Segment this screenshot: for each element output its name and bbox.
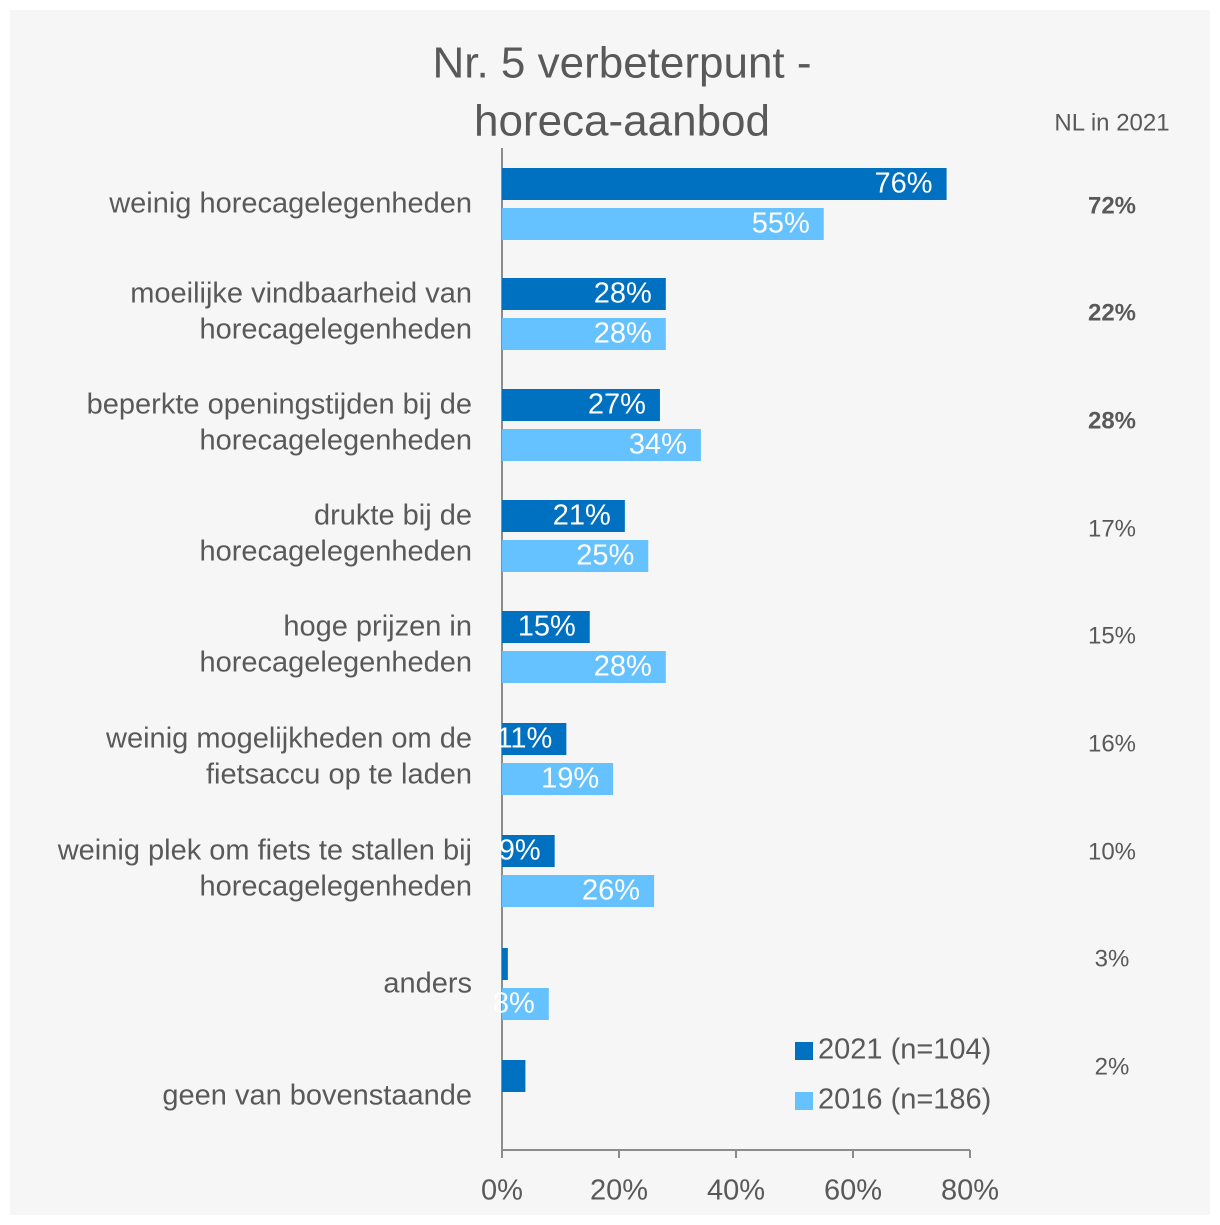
chart-title: horeca-aanbod bbox=[474, 97, 770, 146]
side-column-value: 28% bbox=[1088, 407, 1136, 434]
x-tick-label: 80% bbox=[941, 1175, 999, 1207]
category-label: horecagelegenheden bbox=[199, 647, 472, 679]
side-column-title: NL in 2021 bbox=[1054, 109, 1169, 136]
category-label: weinig plek om fiets te stallen bij bbox=[57, 835, 472, 867]
value-label: 76% bbox=[875, 168, 933, 200]
legend-swatch bbox=[795, 1092, 813, 1110]
bar bbox=[502, 875, 655, 907]
legend-swatch bbox=[795, 1042, 813, 1060]
bar bbox=[502, 1060, 526, 1092]
value-label: 55% bbox=[752, 208, 810, 240]
bar bbox=[502, 948, 508, 980]
chart-title: Nr. 5 verbeterpunt - bbox=[432, 39, 811, 88]
bar bbox=[502, 208, 824, 240]
value-label: 25% bbox=[576, 540, 634, 572]
value-label: 8% bbox=[493, 988, 535, 1020]
side-column-value: 16% bbox=[1088, 730, 1136, 757]
category-label: beperkte openingstijden bij de bbox=[87, 389, 472, 421]
side-column-value: 15% bbox=[1088, 622, 1136, 649]
category-label: horecagelegenheden bbox=[199, 536, 472, 568]
value-label: 9% bbox=[499, 835, 541, 867]
side-column-value: 22% bbox=[1088, 299, 1136, 326]
bar bbox=[502, 429, 701, 461]
category-label: horecagelegenheden bbox=[199, 314, 472, 346]
value-label: 28% bbox=[594, 278, 652, 310]
bar bbox=[502, 278, 666, 310]
category-label: anders bbox=[383, 968, 472, 1000]
category-label: moeilijke vindbaarheid van bbox=[130, 278, 472, 310]
bar bbox=[502, 389, 660, 421]
category-label: horecagelegenheden bbox=[199, 425, 472, 457]
category-label: fietsaccu op te laden bbox=[206, 759, 472, 791]
side-column-value: 17% bbox=[1088, 515, 1136, 542]
bar bbox=[502, 540, 649, 572]
bar bbox=[502, 500, 625, 532]
bar bbox=[502, 988, 549, 1020]
value-label: 11% bbox=[496, 723, 552, 755]
side-column-value: 72% bbox=[1088, 192, 1136, 219]
category-label: hoge prijzen in bbox=[283, 611, 472, 643]
value-label: 26% bbox=[582, 875, 640, 907]
bar bbox=[502, 835, 555, 867]
bar bbox=[502, 168, 947, 200]
x-tick-label: 40% bbox=[707, 1175, 765, 1207]
x-tick-label: 0% bbox=[481, 1175, 523, 1207]
bar bbox=[502, 318, 666, 350]
category-label: weinig mogelijkheden om de bbox=[105, 723, 472, 755]
bar bbox=[502, 763, 614, 795]
value-label: 34% bbox=[629, 429, 687, 461]
bar bbox=[502, 651, 666, 683]
value-label: 21% bbox=[553, 500, 611, 532]
category-label: weinig horecagelegenheden bbox=[108, 188, 472, 220]
x-tick-label: 20% bbox=[590, 1175, 648, 1207]
value-label: 28% bbox=[594, 651, 652, 683]
bar bbox=[502, 723, 567, 755]
legend-label: 2021 (n=104) bbox=[818, 1034, 991, 1066]
value-label: 27% bbox=[588, 389, 646, 421]
side-column-value: 10% bbox=[1088, 838, 1136, 865]
side-column-value: 2% bbox=[1095, 1053, 1130, 1080]
side-column-value: 3% bbox=[1095, 945, 1130, 972]
legend-label: 2016 (n=186) bbox=[818, 1084, 991, 1116]
category-label: geen van bovenstaande bbox=[162, 1080, 472, 1112]
category-label: horecagelegenheden bbox=[199, 871, 472, 903]
category-label: drukte bij de bbox=[314, 500, 472, 532]
value-label: 28% bbox=[594, 318, 652, 350]
bar bbox=[502, 611, 590, 643]
value-label: 15% bbox=[518, 611, 576, 643]
x-tick-label: 60% bbox=[824, 1175, 882, 1207]
value-label: 19% bbox=[541, 763, 599, 795]
